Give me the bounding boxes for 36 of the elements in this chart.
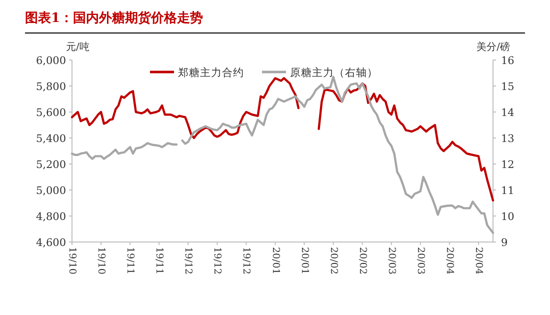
x-tick-label: 19/12 xyxy=(182,247,194,274)
x-tick-label: 20/04 xyxy=(473,247,484,274)
x-tick-label: 20/01 xyxy=(270,247,281,274)
y-axis-title: 元/吨 xyxy=(66,41,90,53)
y2-tick-label: 10 xyxy=(501,211,514,223)
legend-label: 原糖主力（右轴） xyxy=(290,66,378,79)
legend-label: 郑糖主力合约 xyxy=(178,66,244,79)
x-tick-label: 19/12 xyxy=(240,247,252,274)
y-tick-label: 4,800 xyxy=(36,211,66,223)
x-tick-label: 19/10 xyxy=(96,247,107,274)
y2-tick-label: 13 xyxy=(501,133,514,145)
x-tick-label: 20/02 xyxy=(328,247,339,274)
x-tick-label: 20/01 xyxy=(298,247,310,274)
x-tick-label: 19/10 xyxy=(66,247,78,274)
y-tick-label: 6,000 xyxy=(36,55,66,67)
y2-tick-label: 14 xyxy=(501,107,515,119)
y-tick-label: 5,000 xyxy=(36,185,66,197)
x-tick-label: 19/12 xyxy=(212,247,223,274)
x-tick-label: 20/02 xyxy=(356,247,368,274)
x-tick-label: 20/04 xyxy=(444,247,455,274)
y-tick-label: 5,400 xyxy=(36,133,66,145)
x-tick-label: 20/03 xyxy=(414,247,426,274)
x-tick-label: 19/11 xyxy=(154,247,165,274)
y2-tick-label: 9 xyxy=(501,237,508,249)
y-tick-label: 5,200 xyxy=(36,159,66,171)
x-tick-label: 20/03 xyxy=(386,247,397,274)
chart-title: 图表1：国内外糖期货价格走势 xyxy=(25,10,204,26)
y2-tick-label: 11 xyxy=(501,185,514,197)
x-tick-label: 19/11 xyxy=(124,247,136,274)
y-tick-label: 5,800 xyxy=(36,81,66,93)
y2-tick-label: 12 xyxy=(501,159,514,171)
y2-tick-label: 16 xyxy=(501,55,515,67)
y-tick-label: 4,600 xyxy=(36,237,66,249)
y2-axis-title: 美分/磅 xyxy=(476,41,510,53)
y-tick-label: 5,600 xyxy=(36,107,66,119)
y2-tick-label: 15 xyxy=(501,81,514,93)
